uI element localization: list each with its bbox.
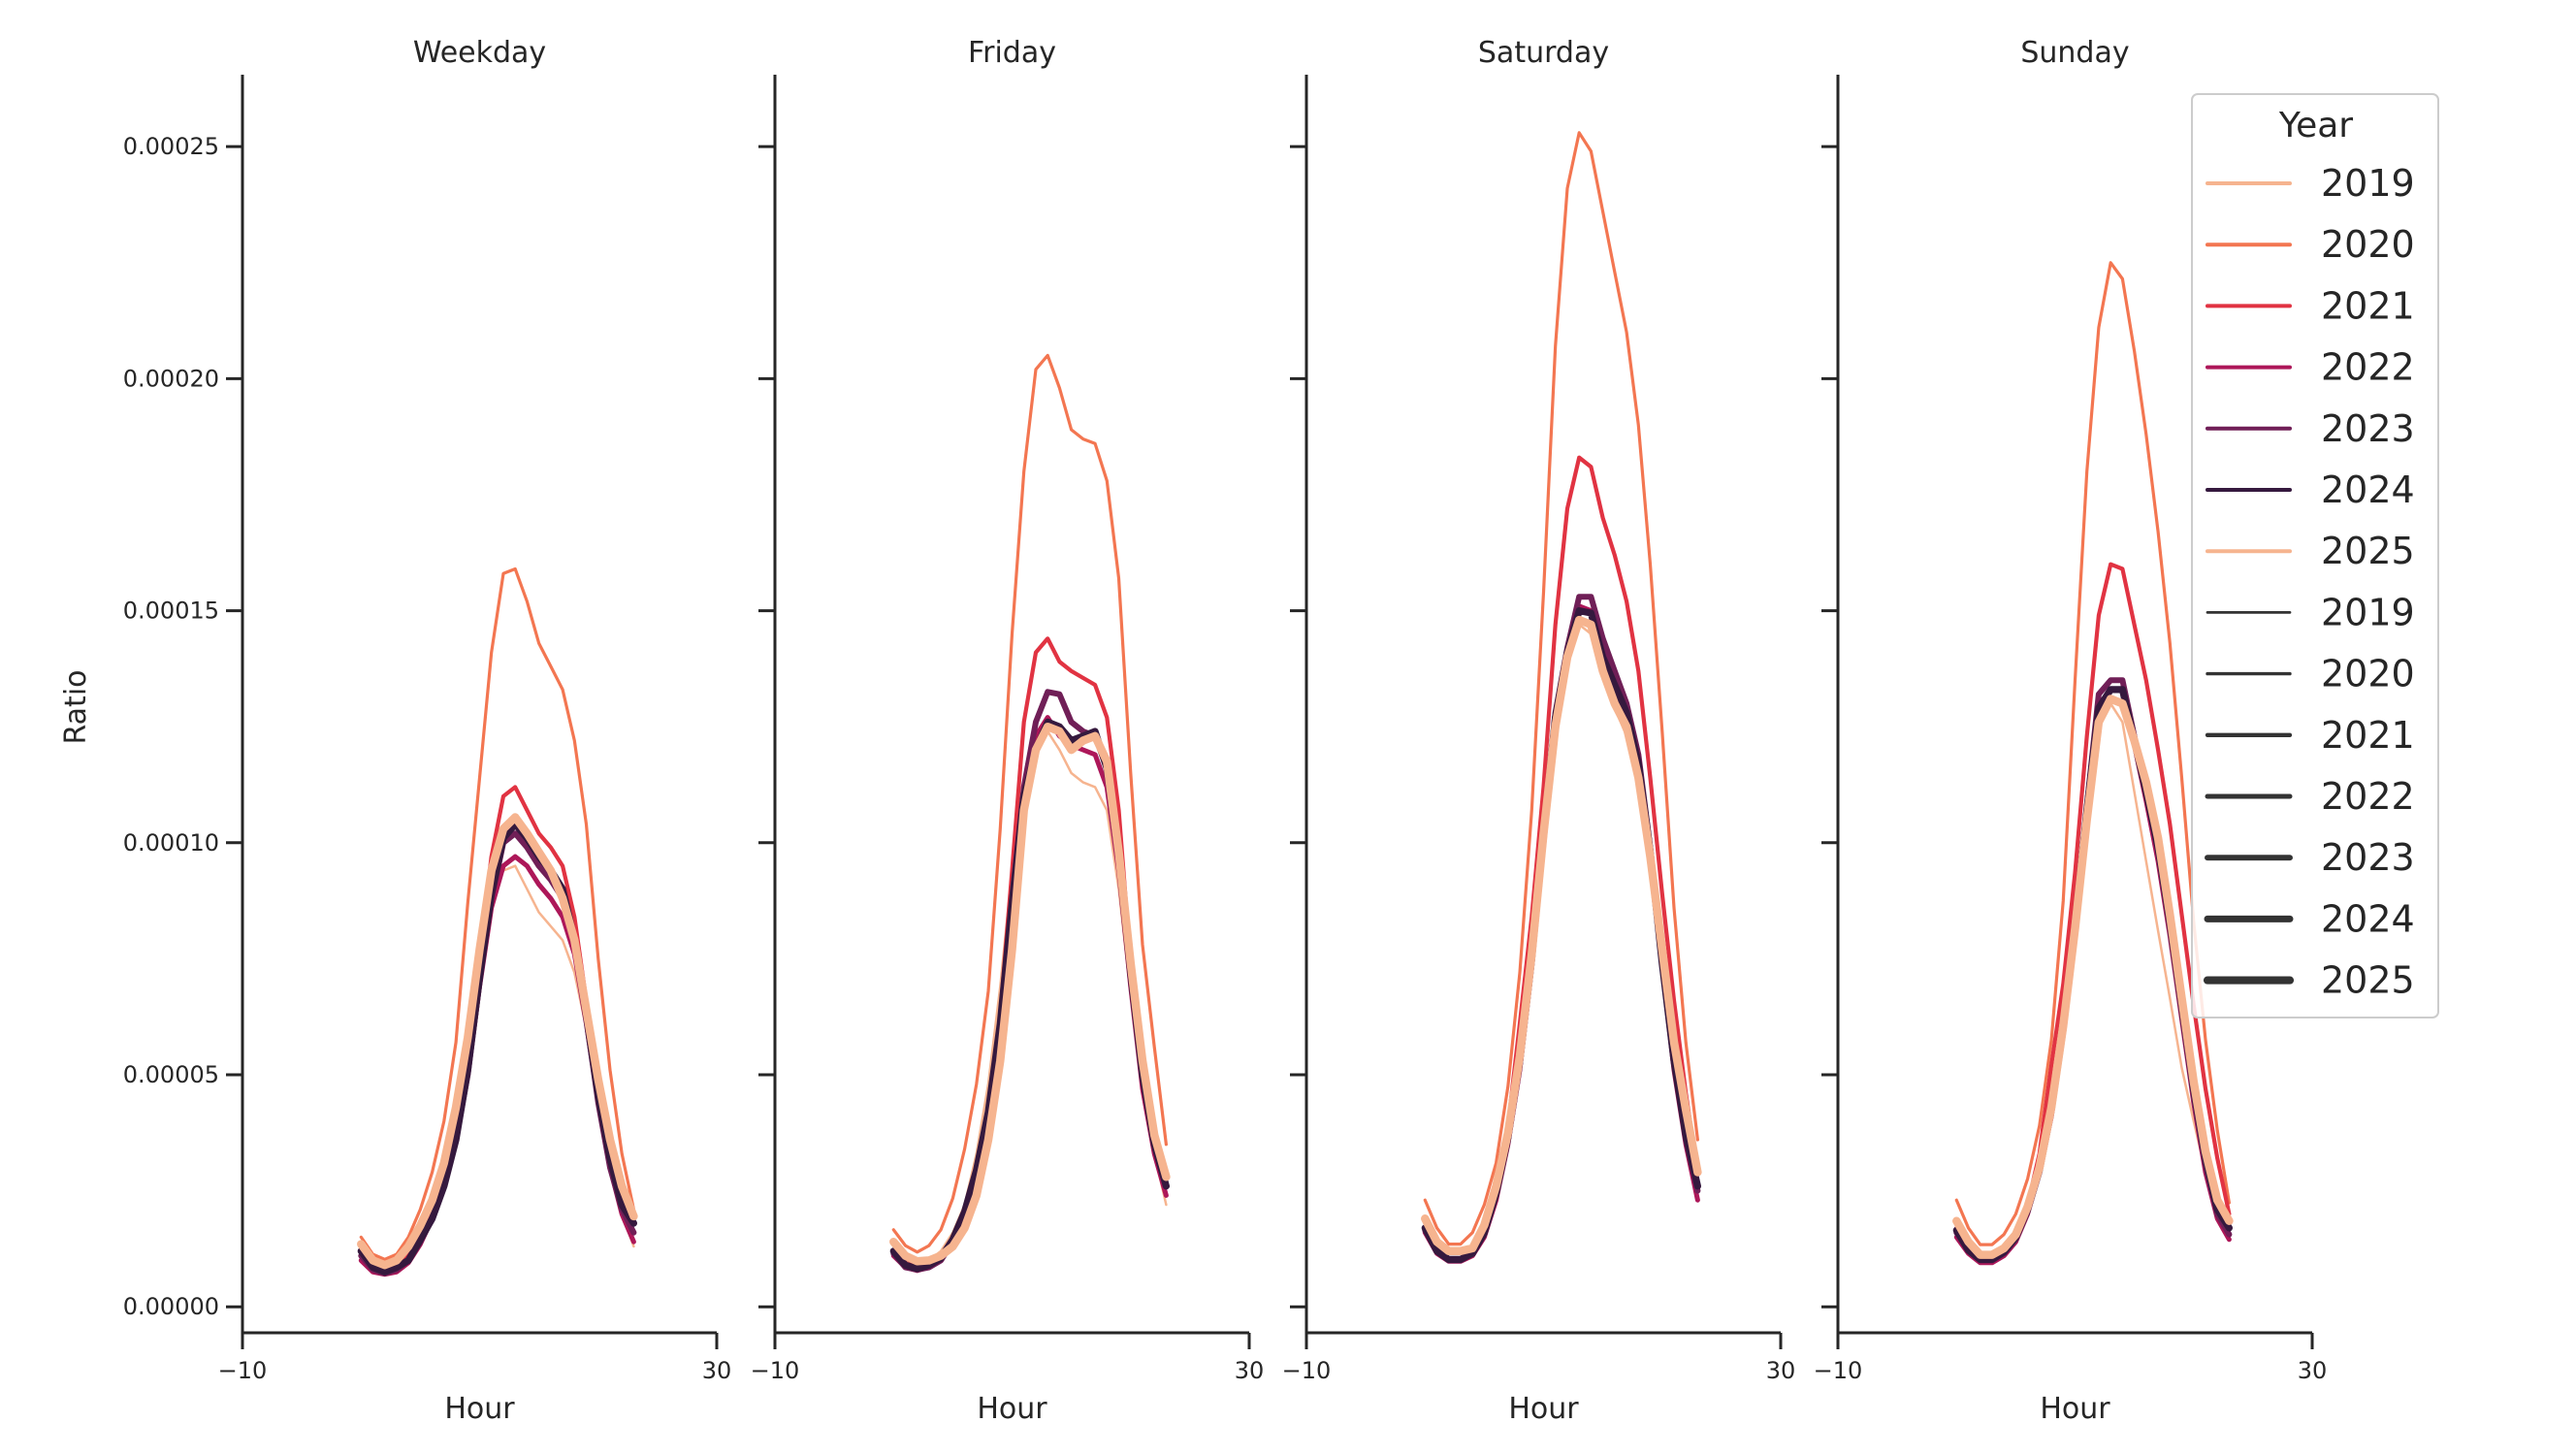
series-line-2020 [891,353,1168,1254]
y-tick-label: 0.00025 [123,133,219,160]
panel-title: Weekday [413,36,546,70]
x-axis-label: Hour [2040,1392,2110,1426]
legend-item-hue-2021: 2021 [2206,284,2415,327]
x-tick-label: −10 [1282,1357,1332,1384]
legend-item-hue-2025: 2025 [2206,530,2415,572]
legend-label: 2023 [2321,407,2415,450]
legend-title: Year [2278,106,2353,146]
legend-item-hue-2020: 2020 [2206,223,2415,266]
x-tick-label: 30 [1766,1357,1796,1384]
y-tick-label: 0.00005 [123,1061,219,1088]
legend-item-hue-2023: 2023 [2206,407,2415,450]
panel-title: Friday [968,36,1056,70]
legend-item-hue-2022: 2022 [2206,346,2415,389]
legend-item-size-2023: 2023 [2205,836,2415,879]
legend-item-hue-2019: 2019 [2206,162,2415,205]
series-line-2020 [1954,261,2231,1246]
y-tick-label: 0.00015 [123,598,219,625]
series-line-2025 [1952,695,2234,1259]
legend-item-size-2019: 2019 [2206,591,2415,633]
panel-sunday: Sunday −10 30 Hour [1814,36,2328,1426]
x-axis-label: Hour [977,1392,1047,1426]
series-line-2025 [889,722,1171,1266]
legend-label: 2025 [2321,959,2415,1002]
series-line-2021 [1954,562,2232,1263]
legend-label: 2023 [2321,836,2415,879]
legend-item-size-2025: 2025 [2203,959,2415,1002]
panel-title: Saturday [1478,36,1609,70]
legend-item-size-2022: 2022 [2205,775,2415,818]
x-tick-label: −10 [218,1357,268,1384]
series-line-2020 [359,566,635,1261]
x-tick-label: 30 [2298,1357,2328,1384]
y-axis-label: Ratio [59,669,93,744]
legend-label: 2024 [2321,897,2415,940]
series-line-2024 [889,718,1170,1273]
panel-title: Sunday [2020,36,2129,70]
legend-label: 2019 [2321,591,2415,633]
legend-label: 2025 [2321,530,2415,572]
series-line-2019 [892,729,1168,1267]
y-tick-label: 0.00020 [123,365,219,392]
x-tick-label: −10 [1814,1357,1863,1384]
x-tick-label: 30 [1235,1357,1265,1384]
panel-saturday: Saturday −10 30 Hour [1282,36,1796,1426]
legend-box [2191,93,2439,1018]
series-line-2025 [1421,615,1702,1256]
series-line-2025 [357,813,638,1270]
legend-label: 2022 [2321,775,2415,818]
legend-item-size-2021: 2021 [2205,714,2415,757]
x-tick-label: −10 [751,1357,800,1384]
legend-item-hue-2024: 2024 [2206,469,2415,511]
legend-item-size-2020: 2020 [2206,653,2415,695]
legend-label: 2021 [2321,284,2415,327]
legend: Year 2019 2020 2021 2022 2023 2024 2025 2019 2020… [2191,93,2439,1018]
legend-label: 2020 [2321,223,2415,266]
legend-label: 2020 [2321,653,2415,695]
x-axis-label: Hour [1508,1392,1579,1426]
legend-item-size-2024: 2024 [2204,897,2415,940]
legend-label: 2024 [2321,469,2415,511]
legend-label: 2019 [2321,162,2415,205]
legend-label: 2021 [2321,714,2415,757]
x-axis-label: Hour [444,1392,515,1426]
y-tick-label: 0.00000 [123,1293,219,1320]
legend-label: 2022 [2321,346,2415,389]
series-line-2020 [1423,131,1699,1246]
panel-weekday: Weekday 0.00000 0.00005 0.00010 0.00015 0.000… [123,36,732,1426]
y-tick-label: 0.00010 [123,829,219,857]
series-line-2021 [1423,455,1700,1261]
x-tick-label: 30 [702,1357,732,1384]
panel-friday: Friday −10 30 Hour [751,36,1265,1426]
